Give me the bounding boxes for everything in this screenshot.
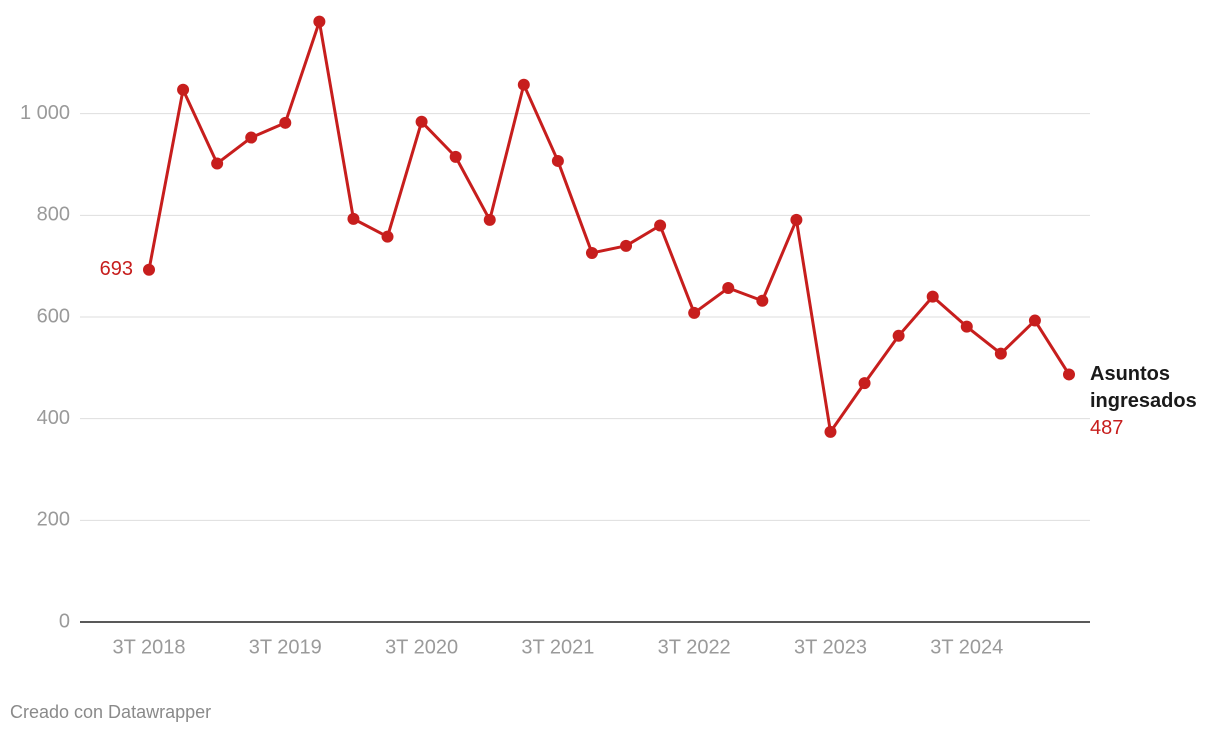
point	[858, 377, 871, 390]
y-tick-label: 800	[37, 204, 70, 226]
point	[1063, 368, 1075, 381]
y-tick-label: 200	[37, 509, 70, 531]
point	[620, 239, 633, 252]
point	[688, 306, 701, 319]
point	[926, 290, 939, 303]
point	[517, 78, 530, 91]
point	[824, 425, 837, 438]
point	[722, 282, 735, 295]
point	[654, 219, 667, 232]
line	[147, 20, 1071, 434]
y-tick-label: 400	[37, 407, 70, 429]
point	[415, 115, 428, 128]
x-tick-label: 3T 2019	[249, 636, 322, 658]
point	[585, 246, 598, 259]
point	[790, 213, 803, 226]
point	[347, 212, 360, 225]
x-tick-label: 3T 2022	[658, 636, 731, 658]
point	[177, 83, 190, 96]
series-label: Asuntos ingresados	[1090, 363, 1197, 412]
point	[143, 263, 155, 276]
point	[960, 320, 973, 333]
data-label: 693	[100, 258, 133, 280]
x-tick-label: 3T 2023	[794, 636, 867, 658]
point	[313, 15, 326, 28]
point	[449, 150, 462, 163]
point	[994, 347, 1007, 360]
y-tick-label: 600	[37, 305, 70, 327]
y-tick-label: 0	[59, 610, 70, 632]
point	[756, 294, 769, 307]
point	[211, 157, 224, 170]
y-tick-label: 1 000	[20, 102, 70, 124]
point	[381, 230, 394, 243]
point	[279, 116, 292, 129]
x-tick-label: 3T 2021	[521, 636, 594, 658]
x-tick-label: 3T 2024	[930, 636, 1003, 658]
point	[892, 329, 905, 342]
end-label: Asuntos ingresados 487	[1090, 361, 1218, 442]
point	[551, 154, 564, 167]
point	[245, 131, 258, 144]
x-tick-label: 3T 2018	[112, 636, 185, 658]
point	[1028, 314, 1041, 327]
credit: Creado con Datawrapper	[10, 702, 212, 722]
point	[483, 213, 496, 226]
x-tick-label: 3T 2020	[385, 636, 458, 658]
data-label: 487	[1090, 417, 1124, 439]
